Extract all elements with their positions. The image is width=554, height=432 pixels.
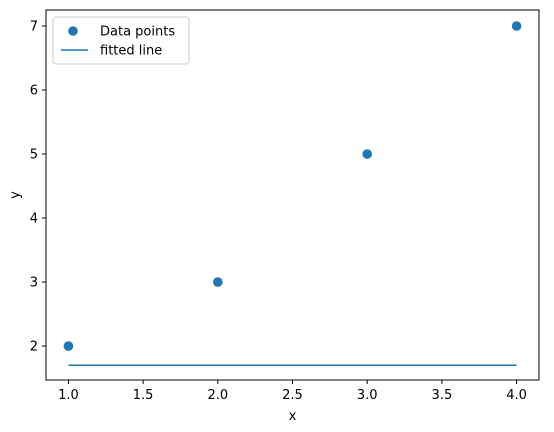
series-layer bbox=[63, 21, 522, 367]
y-tick-label: 5 bbox=[30, 148, 38, 163]
x-tick-label: 3.5 bbox=[432, 388, 453, 403]
x-axis-label: x bbox=[289, 409, 297, 424]
legend-marker-data-points bbox=[68, 26, 78, 36]
x-tick-label: 4.0 bbox=[506, 388, 527, 403]
data-point bbox=[63, 341, 74, 351]
y-tick-label: 2 bbox=[30, 340, 38, 355]
y-tick-label: 4 bbox=[30, 212, 38, 227]
data-point bbox=[362, 149, 372, 159]
legend: Data points fitted line bbox=[52, 16, 190, 65]
legend-label: fitted line bbox=[100, 44, 162, 59]
y-axis: 2 3 4 5 6 7 bbox=[30, 20, 46, 355]
x-tick-label: 3.0 bbox=[357, 388, 378, 403]
x-tick-label: 1.0 bbox=[58, 388, 79, 403]
x-tick-label: 1.5 bbox=[133, 388, 154, 403]
y-tick-label: 6 bbox=[30, 84, 38, 99]
data-point bbox=[511, 21, 522, 31]
plot-area bbox=[45, 9, 540, 381]
legend-label: Data points bbox=[100, 25, 175, 40]
y-tick-label: 7 bbox=[30, 20, 38, 35]
x-axis: 1.0 1.5 2.0 2.5 3.0 3.5 4.0 bbox=[58, 380, 527, 403]
y-axis-label: y bbox=[8, 191, 23, 199]
data-point bbox=[213, 277, 223, 287]
x-tick-label: 2.0 bbox=[207, 388, 228, 403]
y-tick-label: 3 bbox=[30, 276, 38, 291]
x-tick-label: 2.5 bbox=[282, 388, 303, 403]
legend-box bbox=[52, 16, 190, 65]
